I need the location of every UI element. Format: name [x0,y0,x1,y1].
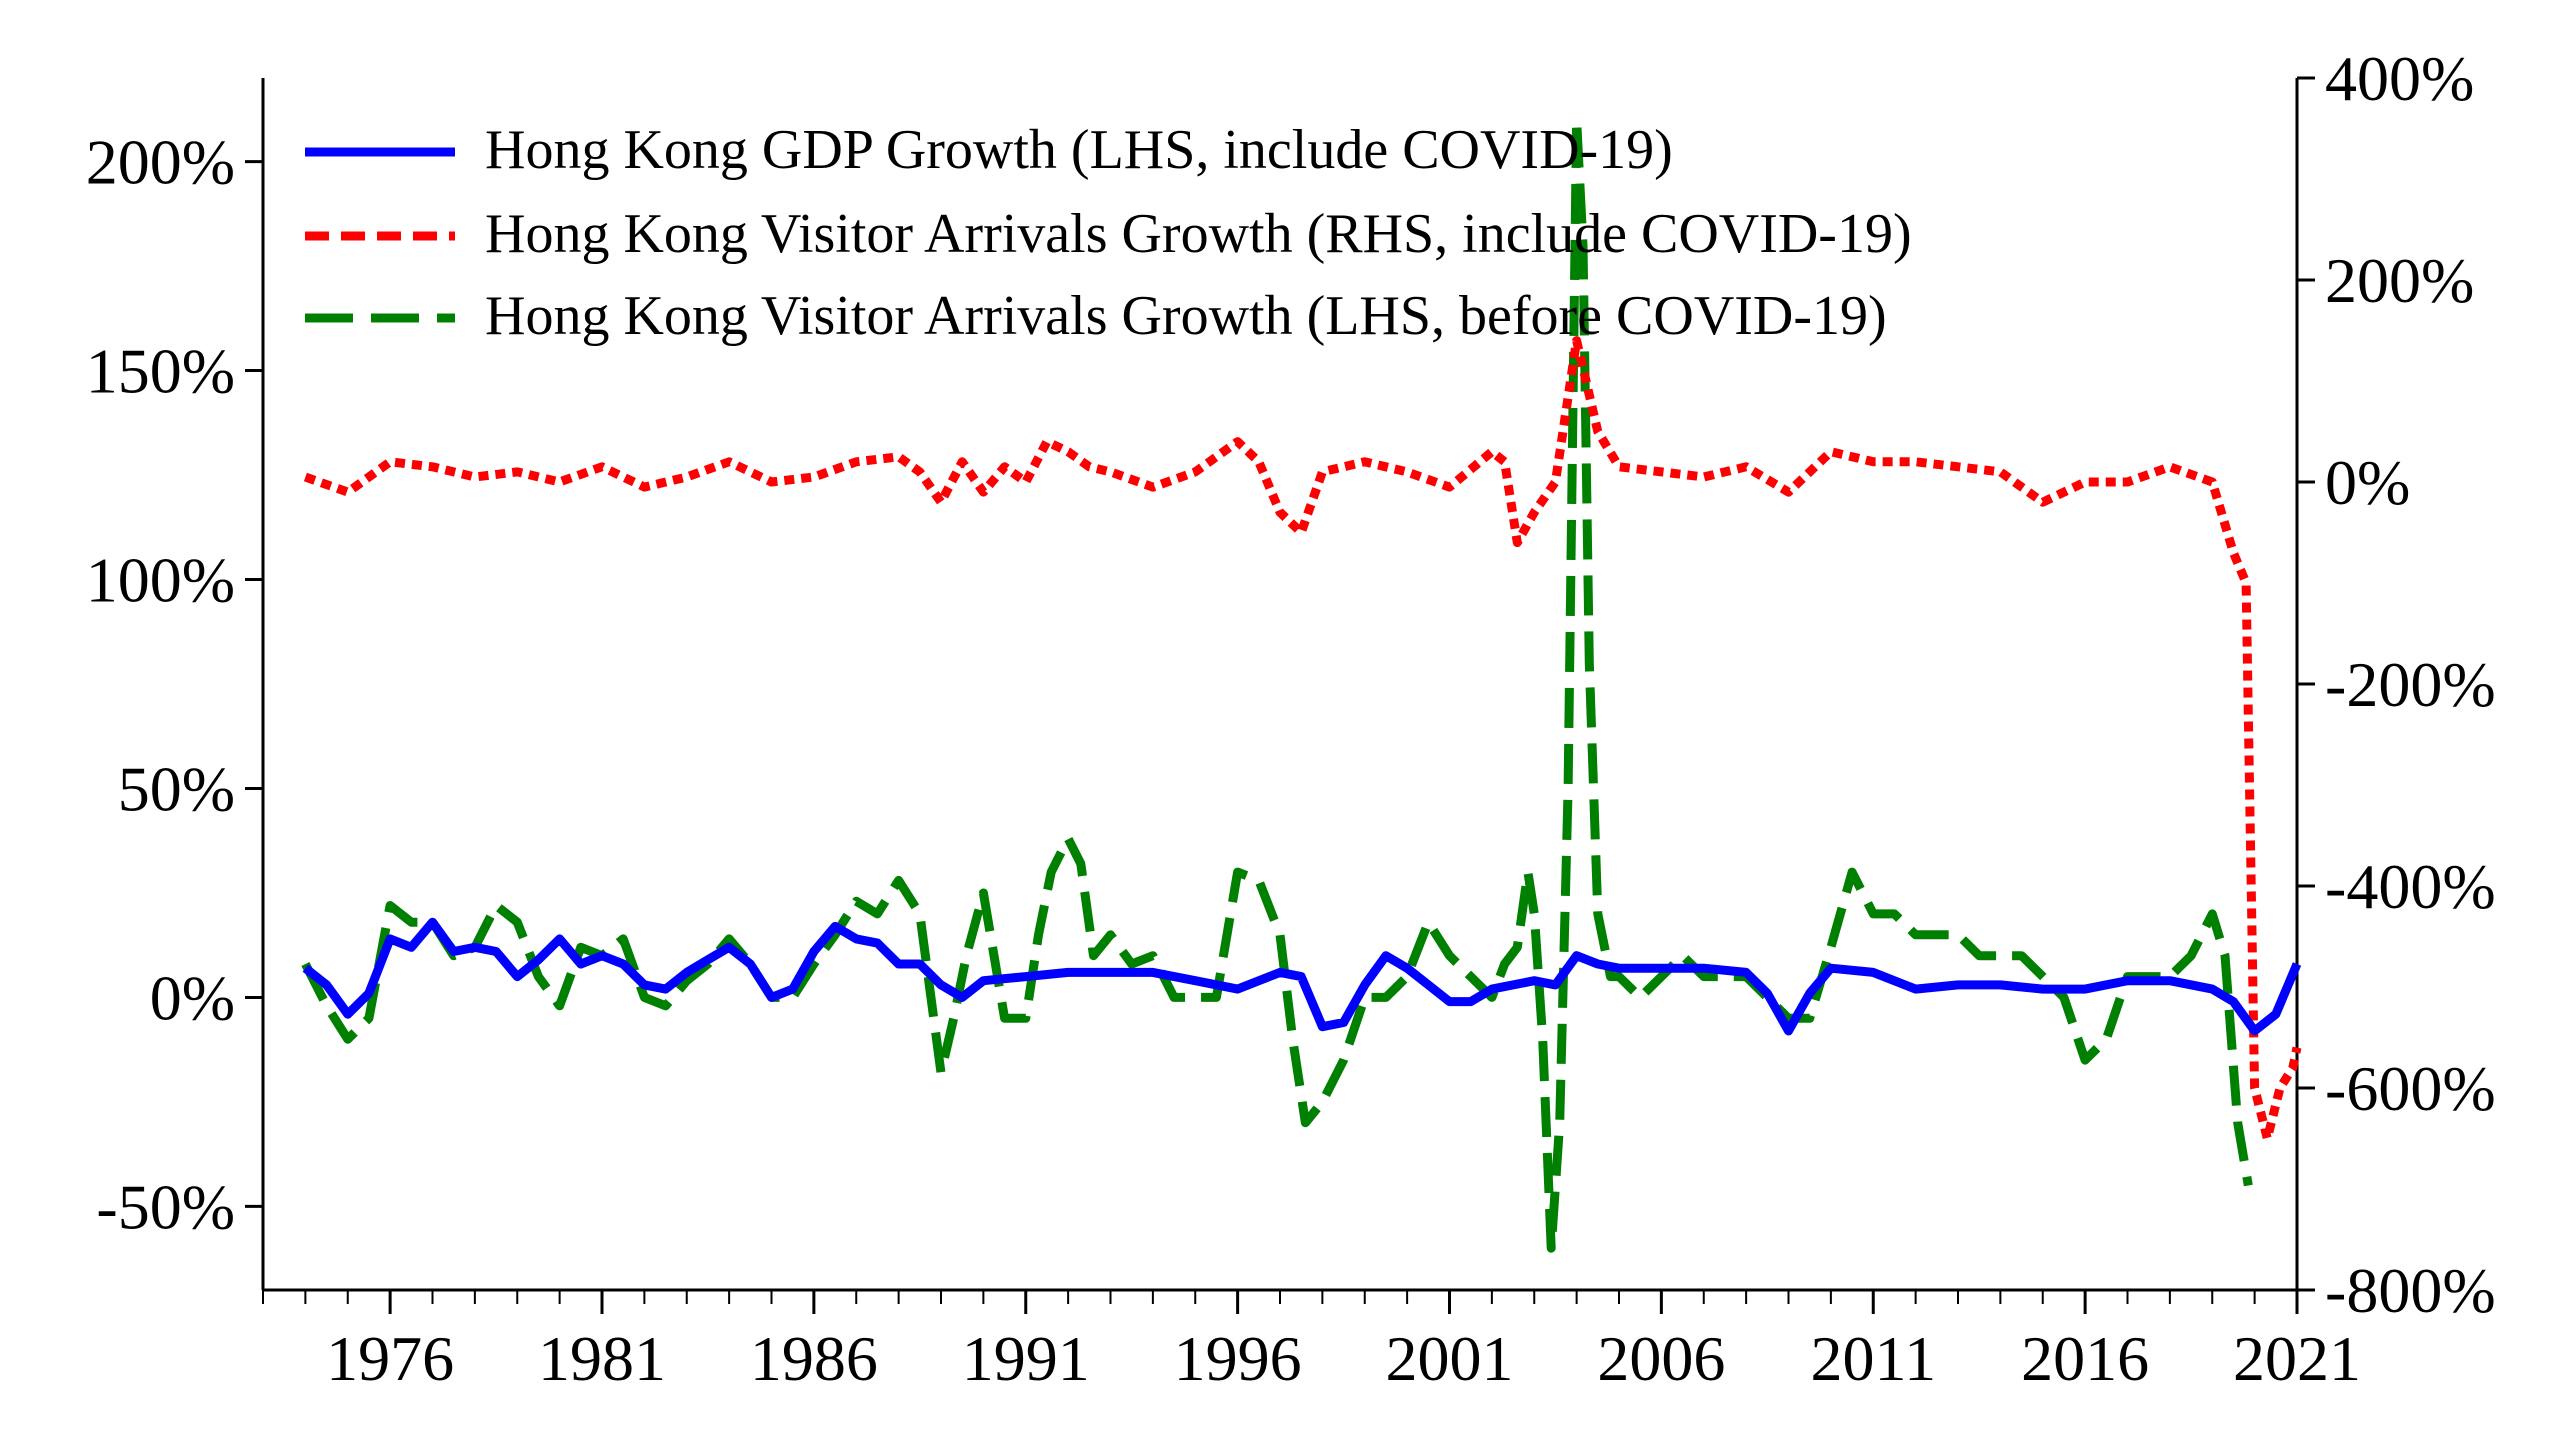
x-axis-ticks: 1976 1981 1986 1991 1996 2001 2006 2011 2016 2021 [262,1290,2361,1394]
legend: Hong Kong GDP Growth (LHS, include COVID… [305,119,1912,347]
series-visitor-arrivals-rhs-line [303,336,2302,1143]
left-tick-label: 150% [86,336,235,407]
x-tick-label: 2011 [1810,1323,1936,1394]
right-tick-label: 0% [2325,447,2410,518]
x-tick-label: 1991 [962,1323,1090,1394]
left-tick-label: 100% [86,545,235,616]
right-tick-label: -400% [2325,851,2496,922]
series-layer [301,115,2302,1253]
x-tick-label: 1996 [1174,1323,1302,1394]
legend-label-arrivals-lhs: Hong Kong Visitor Arrivals Growth (LHS, … [485,285,1887,347]
x-tick-label: 1981 [538,1323,666,1394]
x-tick-label: 1986 [750,1323,878,1394]
right-tick-label: 400% [2325,43,2474,114]
x-tick-label: 2001 [1386,1323,1514,1394]
right-tick-label: 200% [2325,245,2474,316]
legend-label-arrivals-rhs: Hong Kong Visitor Arrivals Growth (RHS, … [485,203,1912,265]
x-tick-label: 1976 [326,1323,454,1394]
x-tick-label: 2021 [2233,1323,2361,1394]
left-tick-label: 0% [150,962,235,1033]
right-tick-label: -800% [2325,1255,2496,1326]
left-axis-ticks: -50% 0% 50% 100% 150% 200% [86,127,263,1242]
series-gdp-growth-line [302,917,2302,1036]
left-tick-label: -50% [96,1171,235,1242]
x-tick-label: 2006 [1597,1323,1725,1394]
series-visitor-arrivals-lhs-line [301,115,2253,1253]
left-tick-label: 200% [86,127,235,198]
right-axis-ticks: -800% -600% -400% -200% 0% 200% 400% [2297,43,2496,1326]
right-tick-label: -600% [2325,1053,2496,1124]
left-tick-label: 50% [118,753,235,824]
right-tick-label: -200% [2325,649,2496,720]
legend-label-gdp: Hong Kong GDP Growth (LHS, include COVID… [485,119,1673,181]
x-tick-label: 2016 [2021,1323,2149,1394]
